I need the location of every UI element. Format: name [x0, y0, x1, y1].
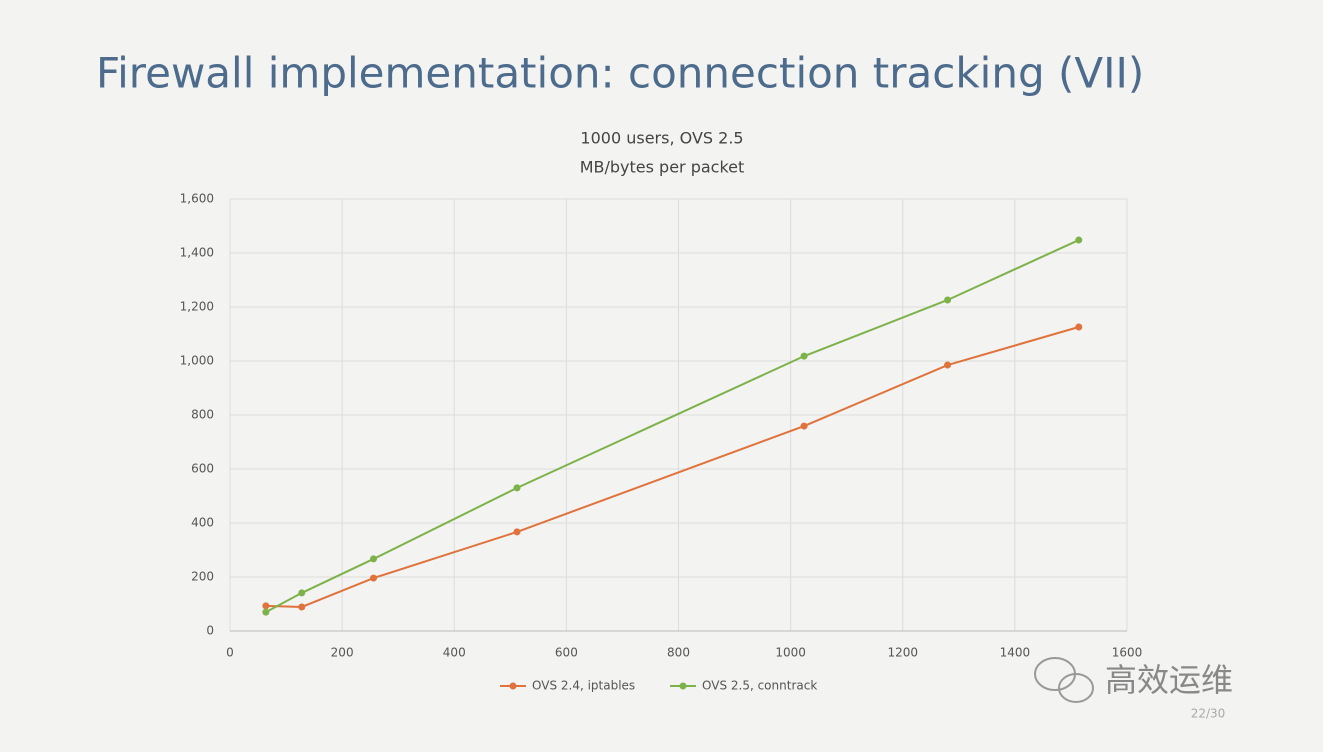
data-point: [800, 422, 808, 430]
legend-marker: [679, 682, 687, 690]
data-point: [513, 484, 521, 492]
chart-title: 1000 users, OVS 2.5: [580, 129, 743, 148]
y-tick-label: 1,600: [180, 192, 214, 206]
data-point: [262, 608, 270, 616]
y-tick-label: 1,400: [180, 246, 214, 260]
data-point: [370, 555, 378, 563]
series-line: [265, 239, 1080, 613]
x-tick-label: 200: [331, 646, 354, 660]
data-point: [298, 589, 306, 597]
x-tick-label: 600: [555, 646, 578, 660]
watermark: 高效运维: [1105, 661, 1233, 699]
data-point: [298, 603, 306, 611]
chart-subtitle: MB/bytes per packet: [580, 158, 745, 177]
data-point: [513, 528, 521, 536]
series-line: [265, 326, 1080, 608]
slide-title: Firewall implementation: connection trac…: [96, 49, 1144, 98]
x-tick-label: 1200: [887, 646, 918, 660]
data-point: [1075, 236, 1083, 244]
x-tick-label: 400: [443, 646, 466, 660]
y-tick-label: 0: [206, 624, 214, 638]
legend-marker: [509, 682, 517, 690]
page-number: 22/30: [1191, 707, 1226, 721]
y-tick-label: 600: [191, 462, 214, 476]
legend-label: OVS 2.4, iptables: [532, 679, 635, 693]
y-tick-label: 200: [191, 570, 214, 584]
x-tick-label: 1000: [775, 646, 806, 660]
watermark-icon: [1034, 657, 1094, 703]
data-point: [944, 361, 952, 369]
legend-label: OVS 2.5, conntrack: [702, 679, 817, 693]
y-tick-label: 1,000: [180, 354, 214, 368]
x-tick-label: 0: [226, 646, 234, 660]
data-point: [370, 574, 378, 582]
y-tick-label: 1,200: [180, 300, 214, 314]
data-point: [800, 352, 808, 360]
y-tick-label: 400: [191, 516, 214, 530]
data-point: [1075, 323, 1083, 331]
x-tick-label: 1600: [1112, 646, 1143, 660]
y-tick-label: 800: [191, 408, 214, 422]
data-point: [262, 602, 270, 610]
data-point: [944, 296, 952, 304]
x-tick-label: 1400: [1000, 646, 1031, 660]
x-tick-label: 800: [667, 646, 690, 660]
